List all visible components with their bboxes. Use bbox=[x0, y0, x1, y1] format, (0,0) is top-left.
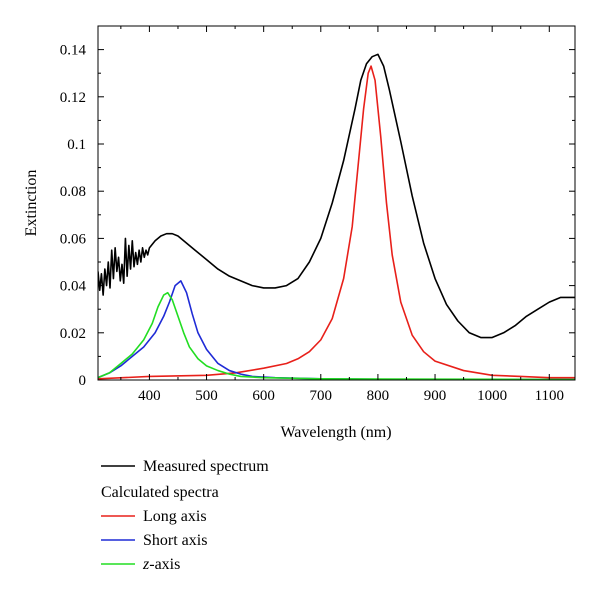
legend-label-z-axis-italic: z bbox=[142, 556, 150, 573]
x-tick-label: 1000 bbox=[477, 388, 507, 404]
y-axis-title: Extinction bbox=[23, 170, 40, 237]
y-tick-label: 0.12 bbox=[60, 90, 86, 106]
x-tick-label: 400 bbox=[138, 388, 161, 404]
series-line-measured-spectrum bbox=[98, 53, 575, 339]
x-tick-label: 600 bbox=[252, 388, 275, 404]
series-line-long-axis bbox=[98, 65, 575, 380]
y-axis: 0 0.02 0.04 0.06 0.08 0.1 0.12 0.14 bbox=[60, 43, 575, 389]
legend-label-short-axis: Short axis bbox=[143, 532, 207, 549]
series-line-z-axis bbox=[98, 291, 575, 380]
legend: Measured spectrum Calculated spectra Lon… bbox=[101, 458, 269, 573]
legend-group-label: Calculated spectra bbox=[101, 484, 219, 501]
y-tick-label: 0.08 bbox=[60, 184, 86, 200]
x-axis: 400 500 600 700 800 900 1000 1100 bbox=[120, 26, 564, 404]
x-tick-label: 1100 bbox=[535, 388, 564, 404]
x-tick-label: 700 bbox=[310, 388, 333, 404]
x-tick-label: 500 bbox=[195, 388, 218, 404]
y-tick-label: 0.1 bbox=[67, 137, 86, 153]
plot-frame bbox=[97, 25, 576, 381]
x-axis-title: Wavelength (nm) bbox=[280, 424, 391, 441]
legend-label-z-axis: z-axis bbox=[142, 556, 180, 573]
x-tick-label: 900 bbox=[424, 388, 447, 404]
series-layer bbox=[98, 53, 575, 380]
legend-label-z-axis-suffix: -axis bbox=[149, 556, 180, 573]
y-tick-label: 0.02 bbox=[60, 326, 86, 342]
y-tick-label: 0 bbox=[79, 373, 87, 389]
legend-label-long-axis: Long axis bbox=[143, 508, 207, 525]
y-tick-label: 0.06 bbox=[60, 231, 87, 247]
y-tick-label: 0.14 bbox=[60, 43, 87, 59]
y-tick-label: 0.04 bbox=[60, 279, 87, 295]
x-tick-label: 800 bbox=[367, 388, 390, 404]
legend-label-measured: Measured spectrum bbox=[143, 458, 269, 475]
